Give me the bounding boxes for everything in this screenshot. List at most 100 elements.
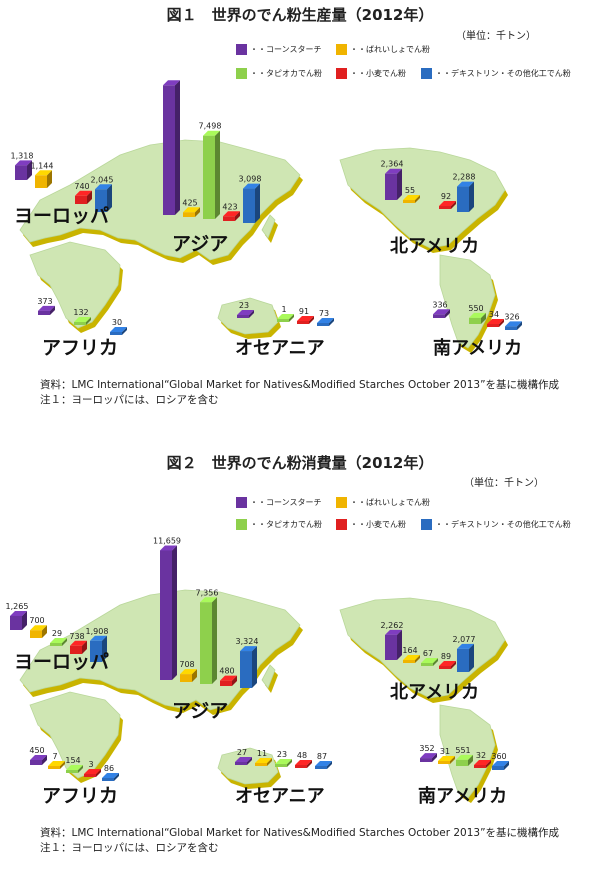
bar-top	[10, 610, 27, 616]
bar-side	[468, 754, 473, 766]
bar-side	[451, 201, 456, 209]
value-label: 425	[182, 198, 197, 207]
bar-side	[247, 757, 252, 765]
region-group-1: 11,659 708 7,356 480 3,324	[153, 536, 258, 688]
bar-top	[492, 761, 509, 766]
bar-dextrin	[90, 640, 102, 662]
bar-potato	[438, 761, 450, 764]
bar-dextrin	[505, 326, 517, 330]
bar-top	[203, 130, 220, 136]
bar-potato	[403, 660, 415, 663]
bar-side	[232, 675, 237, 686]
bar-side	[192, 669, 197, 682]
region-label: アフリカ	[42, 785, 118, 807]
region-group-3: 373 132 30	[37, 297, 127, 335]
bar-top	[235, 757, 252, 762]
value-label: 738	[69, 632, 84, 641]
value-label: 154	[65, 756, 80, 765]
region-label: オセアニア	[235, 786, 325, 807]
region-group-2: 2,364 55 92 2,288	[381, 160, 476, 212]
bar-side	[62, 638, 67, 646]
bar-top	[15, 160, 32, 166]
legend-1: ・・コーンスターチ ・・ばれいしょでん粉 ・・タピオカでん粉 ・・小麦でん粉 ・…	[236, 44, 576, 84]
bar-top	[457, 181, 474, 187]
land-mass	[217, 747, 279, 785]
bar-top	[183, 207, 200, 213]
bar-side	[107, 184, 112, 212]
land-mass	[439, 254, 496, 349]
bar-tapioca	[469, 317, 481, 324]
bar-side	[504, 761, 509, 770]
value-label: 1,144	[31, 161, 54, 170]
bar-potato	[30, 630, 42, 638]
unit-label-1: （単位：千トン）	[456, 31, 536, 42]
bar-top	[48, 761, 65, 766]
bar-top	[160, 545, 177, 551]
value-label: 550	[468, 304, 483, 313]
bar-top	[456, 754, 473, 760]
value-label: 48	[297, 751, 307, 760]
bar-side	[469, 643, 474, 672]
bar-top	[180, 669, 197, 675]
region-label: ヨーロッパ	[14, 651, 109, 673]
bar-top	[277, 314, 294, 319]
region-label: アジア	[172, 700, 228, 722]
legend-swatch	[236, 497, 247, 508]
value-label: 132	[73, 308, 88, 317]
value-label: 7,498	[199, 122, 222, 131]
bar-top	[163, 80, 180, 86]
bar-side	[327, 761, 332, 769]
legend-item-wheat: ・・小麦でん粉	[336, 68, 406, 79]
bar-top	[403, 655, 420, 660]
region-label: アジア	[172, 233, 228, 255]
bar-wheat	[439, 666, 451, 669]
bar-top	[95, 184, 112, 190]
legend-swatch	[236, 68, 247, 79]
bar-side	[47, 170, 52, 188]
legend-item-potato: ・・ばれいしょでん粉	[336, 44, 430, 55]
bar-side	[499, 319, 504, 327]
bar-wheat	[439, 206, 451, 209]
bar-side	[215, 130, 220, 219]
bar-top	[223, 211, 240, 217]
bar-side	[307, 760, 312, 768]
bar-side	[122, 327, 127, 335]
bar-wheat	[295, 765, 307, 768]
source-note-1: 資料：LMC International“Global Market for N…	[40, 379, 560, 391]
value-label: 92	[441, 192, 451, 201]
bar-side	[175, 80, 180, 216]
bar-side	[469, 181, 474, 212]
bar-potato	[48, 766, 60, 769]
bar-wheat	[70, 645, 82, 654]
bar-side	[172, 545, 177, 680]
value-label: 326	[504, 312, 519, 321]
bar-top	[84, 769, 101, 774]
bar-side	[249, 310, 254, 318]
chart-title-1: 図１ 世界のでん粉生産量（2012年）	[166, 6, 434, 24]
legend-swatch	[336, 68, 347, 79]
value-label: 2,288	[453, 173, 476, 182]
bar-dextrin	[243, 188, 255, 223]
value-label: 1,318	[11, 151, 34, 160]
bar-cornstarch	[237, 315, 249, 318]
legend-swatch	[336, 44, 347, 55]
region-label: アフリカ	[42, 337, 118, 359]
bar-top	[237, 310, 254, 315]
bar-potato	[403, 200, 415, 203]
bar-dextrin	[102, 778, 114, 781]
bar-wheat	[84, 774, 96, 777]
bar-dextrin	[315, 766, 327, 769]
bar-wheat	[75, 195, 87, 204]
bar-top	[385, 168, 402, 174]
value-label: 86	[104, 764, 114, 773]
bar-dextrin	[95, 189, 107, 212]
bar-side	[42, 755, 47, 765]
land-mass	[339, 597, 506, 699]
region-label: 北アメリカ	[390, 682, 479, 703]
legend-item-wheat: ・・小麦でん粉	[336, 519, 406, 530]
value-label: 23	[277, 750, 287, 759]
land-mass	[339, 147, 506, 249]
value-label: 480	[219, 667, 234, 676]
chart-title-2: 図２ 世界のでん粉消費量（2012年）	[166, 454, 434, 472]
bar-cornstarch	[15, 165, 27, 180]
